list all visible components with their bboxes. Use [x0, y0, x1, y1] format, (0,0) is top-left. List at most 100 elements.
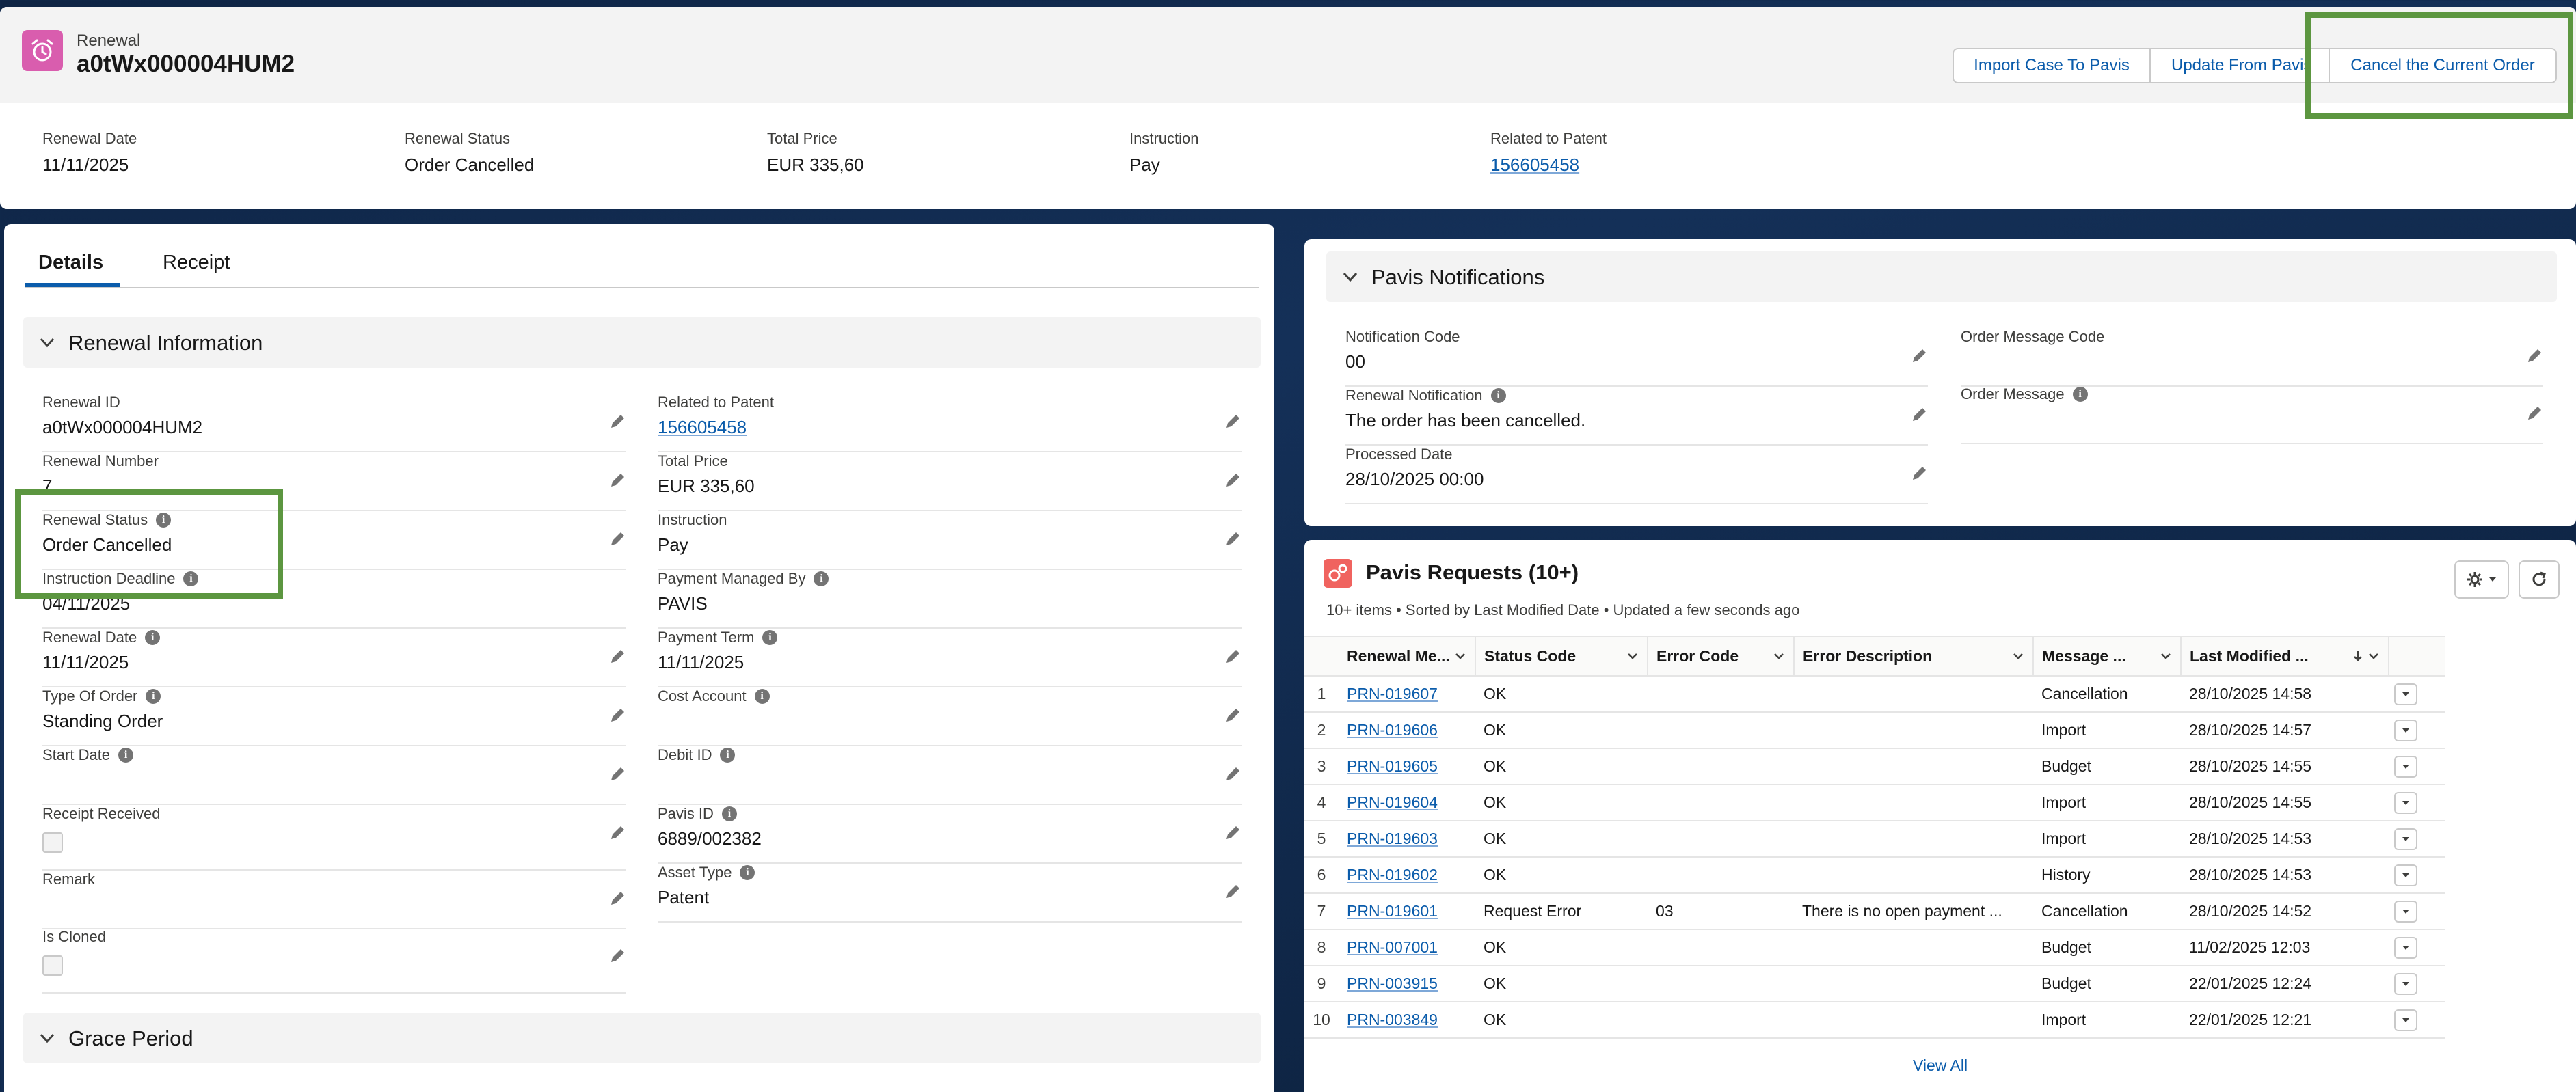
row-actions-button[interactable]: [2394, 936, 2417, 959]
table-row[interactable]: 10 PRN-003849 OK Import 22/01/2025 12:21: [1304, 1002, 2445, 1039]
pencil-icon[interactable]: [1910, 347, 1928, 365]
request-id-link[interactable]: PRN-019606: [1339, 712, 1475, 749]
tab-receipt[interactable]: Receipt: [163, 251, 230, 273]
pencil-icon[interactable]: [2525, 405, 2543, 422]
chevron-down-icon[interactable]: [2367, 650, 2380, 662]
pencil-icon[interactable]: [1224, 883, 1242, 901]
status-code-cell: OK: [1475, 712, 1648, 749]
table-row[interactable]: 7 PRN-019601 Request Error 03 There is no op…: [1304, 893, 2445, 930]
info-icon[interactable]: i: [720, 748, 736, 763]
pencil-icon[interactable]: [1910, 465, 1928, 482]
is-cloned-checkbox[interactable]: [42, 955, 63, 976]
pencil-icon[interactable]: [608, 707, 626, 724]
info-icon[interactable]: i: [762, 630, 778, 645]
column-header-error-code[interactable]: Error Code: [1648, 636, 1795, 677]
info-icon[interactable]: i: [754, 689, 770, 704]
pencil-icon[interactable]: [1224, 530, 1242, 548]
request-id-link[interactable]: PRN-019602: [1339, 857, 1475, 894]
request-id-link[interactable]: PRN-019604: [1339, 784, 1475, 821]
chevron-down-icon[interactable]: [1454, 650, 1466, 662]
table-row[interactable]: 4 PRN-019604 OK Import 28/10/2025 14:55: [1304, 784, 2445, 821]
update-from-pavis-button[interactable]: Update From Pavis: [2149, 48, 2330, 83]
request-id-link[interactable]: PRN-007001: [1339, 929, 1475, 966]
column-header-message[interactable]: Message ...: [2033, 636, 2182, 677]
pencil-icon[interactable]: [608, 472, 626, 489]
table-row[interactable]: 8 PRN-007001 OK Budget 11/02/2025 12:03: [1304, 929, 2445, 966]
pencil-icon[interactable]: [2525, 347, 2543, 365]
row-actions-button[interactable]: [2394, 791, 2417, 814]
request-id-link[interactable]: PRN-019601: [1339, 893, 1475, 930]
pencil-icon[interactable]: [608, 648, 626, 666]
request-id-link[interactable]: PRN-019603: [1339, 821, 1475, 858]
info-icon[interactable]: i: [1490, 388, 1506, 403]
field-value: Pay: [658, 534, 688, 555]
request-id-link[interactable]: PRN-019607: [1339, 676, 1475, 713]
row-number: 3: [1304, 748, 1339, 785]
request-id-link[interactable]: PRN-003849: [1339, 1002, 1475, 1039]
pencil-icon[interactable]: [1224, 648, 1242, 666]
table-row[interactable]: 2 PRN-019606 OK Import 28/10/2025 14:57: [1304, 712, 2445, 749]
info-icon[interactable]: i: [2072, 387, 2088, 402]
table-row[interactable]: 3 PRN-019605 OK Budget 28/10/2025 14:55: [1304, 748, 2445, 785]
column-header-error-description[interactable]: Error Description: [1794, 636, 2034, 677]
table-row[interactable]: 9 PRN-003915 OK Budget 22/01/2025 12:24: [1304, 966, 2445, 1002]
column-header-renewal-message[interactable]: Renewal Me...: [1339, 636, 1476, 677]
list-settings-button[interactable]: [2454, 560, 2509, 599]
row-actions-button[interactable]: [2394, 1009, 2417, 1031]
row-actions-button[interactable]: [2394, 755, 2417, 778]
pencil-icon[interactable]: [608, 765, 626, 783]
request-id-link[interactable]: PRN-003915: [1339, 966, 1475, 1002]
row-actions-button[interactable]: [2394, 864, 2417, 886]
info-icon[interactable]: i: [721, 806, 737, 821]
receipt-received-checkbox[interactable]: [42, 832, 63, 853]
pencil-icon[interactable]: [1224, 707, 1242, 724]
chevron-down-icon[interactable]: [2012, 650, 2024, 662]
pencil-icon[interactable]: [1224, 472, 1242, 489]
info-icon[interactable]: i: [156, 513, 172, 528]
column-header-status-code[interactable]: Status Code: [1475, 636, 1648, 677]
chevron-down-icon[interactable]: [1626, 650, 1639, 662]
section-renewal-information[interactable]: Renewal Information: [23, 317, 1261, 368]
cancel-current-order-button[interactable]: Cancel the Current Order: [2329, 48, 2557, 83]
row-actions-button[interactable]: [2394, 972, 2417, 995]
info-icon[interactable]: i: [118, 748, 134, 763]
info-icon[interactable]: i: [146, 689, 161, 704]
highlight-related-patent-link[interactable]: 156605458: [1490, 154, 1580, 175]
table-row[interactable]: 5 PRN-019603 OK Import 28/10/2025 14:53: [1304, 821, 2445, 858]
table-row[interactable]: 1 PRN-019607 OK Cancellation 28/10/2025 14:5…: [1304, 676, 2445, 713]
row-actions-button[interactable]: [2394, 900, 2417, 923]
caret-down-icon: [2402, 764, 2409, 769]
requests-title[interactable]: Pavis Requests (10+): [1366, 560, 1579, 584]
status-code-cell: OK: [1475, 784, 1648, 821]
section-pavis-notifications[interactable]: Pavis Notifications: [1326, 251, 2557, 302]
field-debit-id: Debit ID i: [658, 746, 1242, 805]
refresh-button[interactable]: [2519, 560, 2560, 599]
import-case-button[interactable]: Import Case To Pavis: [1953, 48, 2151, 83]
pencil-icon[interactable]: [608, 530, 626, 548]
pencil-icon[interactable]: [608, 413, 626, 431]
row-actions-button[interactable]: [2394, 683, 2417, 705]
request-id-link[interactable]: PRN-019605: [1339, 748, 1475, 785]
info-icon[interactable]: i: [740, 865, 755, 880]
view-all-link[interactable]: View All: [1912, 1056, 1968, 1074]
related-patent-link[interactable]: 156605458: [658, 417, 747, 437]
chevron-down-icon[interactable]: [2160, 650, 2172, 662]
pencil-icon[interactable]: [608, 824, 626, 842]
table-row[interactable]: 6 PRN-019602 OK History 28/10/2025 14:53: [1304, 857, 2445, 894]
info-icon[interactable]: i: [183, 571, 199, 586]
column-header-last-modified[interactable]: Last Modified ...: [2181, 636, 2389, 677]
info-icon[interactable]: i: [814, 571, 829, 586]
pencil-icon[interactable]: [608, 890, 626, 907]
section-grace-period[interactable]: Grace Period: [23, 1013, 1261, 1063]
pencil-icon[interactable]: [1910, 406, 1928, 424]
info-icon[interactable]: i: [145, 630, 161, 645]
pencil-icon[interactable]: [1224, 765, 1242, 783]
pencil-icon[interactable]: [1224, 413, 1242, 431]
pencil-icon[interactable]: [1224, 824, 1242, 842]
pencil-icon[interactable]: [608, 947, 626, 965]
row-actions-button[interactable]: [2394, 719, 2417, 741]
sort-descending-icon[interactable]: [2352, 650, 2363, 662]
tab-details[interactable]: Details: [38, 251, 104, 273]
row-actions-button[interactable]: [2394, 828, 2417, 850]
chevron-down-icon[interactable]: [1773, 650, 1785, 662]
